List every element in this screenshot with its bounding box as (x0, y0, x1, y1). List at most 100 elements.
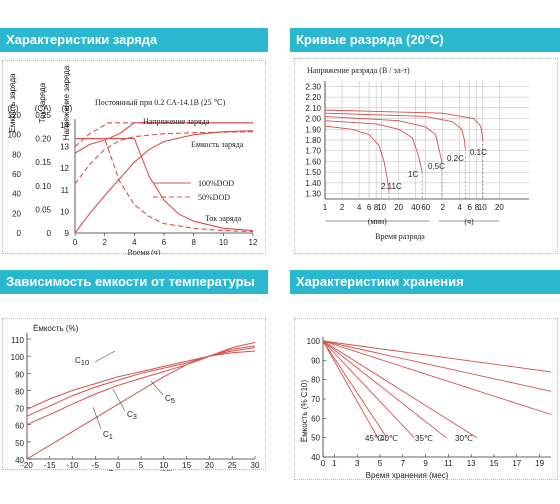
x-axis-title: Время разряда (375, 232, 425, 241)
series-line (74, 122, 253, 148)
discharge-chart: Напряжение разряда (В / эл-т) 2.30 2.20 2.1… (305, 66, 529, 241)
y-tick-label: 110 (11, 336, 24, 345)
current-tick: 0.10 (35, 182, 51, 191)
x-tick-label: 8 (374, 203, 379, 212)
y-tick-label: 1.90 (305, 125, 321, 134)
annotation-current: Ток заряда (205, 214, 242, 223)
charge-chart-panel: Емкость заряда (C) Ток заряда (CA) Напряжени… (2, 60, 266, 255)
storage-line (322, 340, 447, 439)
storage-line (322, 340, 552, 415)
legend-label: 50%DOD (198, 193, 230, 202)
storage-line (322, 340, 552, 373)
x-tick-label: 10 (377, 203, 386, 212)
storage-line (322, 340, 552, 392)
y-tick-label: 70 (311, 395, 320, 404)
annotation-capacity: Емкость заряда (191, 140, 244, 149)
header-storage: Характеристики хранения (290, 270, 560, 294)
curve-label: 35℃ (415, 434, 433, 443)
y-tick-label: 2.10 (305, 104, 321, 113)
legend-label: 100%DOD (198, 179, 234, 188)
storage-line (322, 340, 388, 438)
y-tick-label: 2.20 (305, 93, 321, 102)
temperature-curve (26, 345, 256, 426)
current-tick: 0.15 (35, 158, 51, 167)
storage-line (322, 340, 478, 439)
discharge-curve (324, 112, 466, 149)
x-axis-title: Время хранения (мес) (366, 471, 449, 480)
axis-label-2: Напряжение заряда (62, 65, 71, 140)
y-tick-label: 1.80 (305, 136, 321, 145)
x-tick-label: 2 (102, 238, 107, 247)
temperature-curve (26, 350, 256, 410)
y-tick-label: 60 (311, 414, 320, 423)
curve-label: 0.2C (447, 154, 464, 163)
x-tick-label: 2 (440, 203, 445, 212)
x-axis-title: Температура (℃) (109, 469, 174, 471)
capacity-tick: 40 (12, 190, 21, 199)
x-tick-label: 1 (332, 459, 337, 468)
storage-chart-panel: Ёмкость (% С10) 100 90 80 70 60 50 40 0 1 3 5 7 9 11 13… (294, 318, 558, 480)
axis-unit-0: (C) (7, 104, 18, 113)
y-tick-label: 40 (15, 456, 24, 465)
curve-label: 2.11C (381, 182, 402, 191)
x-tick-label: 1 (323, 203, 328, 212)
curve-label: C1 (103, 430, 113, 441)
voltage-tick: 14 (60, 121, 69, 130)
x-tick-label: 8 (191, 238, 196, 247)
y-tick-label: 80 (15, 387, 24, 396)
header-charge: Характеристики заряда (0, 28, 268, 52)
y-tick-label: 70 (15, 405, 24, 414)
x-tick-label: 3 (355, 459, 360, 468)
y-tick-label: 100 (307, 337, 321, 346)
capacity-tick: 0 (17, 229, 22, 238)
x-tick-label: 15 (490, 459, 499, 468)
curve-label: 1C (408, 170, 418, 179)
x-tick-label: 10 (159, 461, 168, 470)
x-tick-label: 4 (458, 203, 463, 212)
x-tick-label: -20 (21, 461, 33, 470)
x-tick-label: 17 (512, 459, 521, 468)
current-tick: 0.05 (35, 205, 51, 214)
x-tick-label: 20 (394, 203, 403, 212)
x-tick-label: 5 (139, 461, 144, 470)
y-tick-label: 1.30 (305, 190, 321, 199)
y-tick-label: 2.30 (305, 82, 321, 91)
curve-label: 0.1C (470, 148, 487, 157)
chart-title: Постоянный при 0.2 СА-14.1В (25 ℃) (95, 98, 226, 107)
x-tick-label: 9 (423, 459, 428, 468)
x-tick-label: 0 (321, 459, 326, 468)
curve-leader (112, 388, 126, 412)
x-tick-label: 19 (535, 459, 544, 468)
y-axis-title: Ёмкость (% С10) (300, 380, 309, 443)
y-tick-label: 1.40 (305, 179, 321, 188)
curve-label: C10 (75, 356, 89, 367)
x-tick-label: 20 (495, 203, 504, 212)
voltage-tick: 10 (60, 207, 69, 216)
minutes-unit: (мин) (368, 217, 387, 226)
x-tick-label: 6 (162, 238, 167, 247)
curve-label: 30℃ (455, 434, 473, 443)
x-tick-label: 0 (73, 238, 78, 247)
current-tick: 0.25 (35, 111, 51, 120)
series-line (75, 138, 254, 232)
discharge-curve (324, 115, 443, 162)
x-tick-label: 30 (251, 461, 260, 470)
x-tick-label: 4 (132, 238, 137, 247)
axis-label-1: Ток заряда (38, 82, 47, 123)
hours-unit: (ч) (464, 217, 474, 226)
curve-label: C5 (165, 394, 175, 405)
x-tick-label: 20 (205, 461, 214, 470)
header-temperature: Зависимость емкости от температуры (0, 270, 268, 294)
y-tick-label: 40 (311, 453, 320, 462)
storage-line (322, 340, 379, 438)
capacity-tick: 20 (12, 209, 21, 218)
y-tick-label: 80 (311, 376, 320, 385)
x-axis-title: Время (ч) (128, 248, 161, 255)
y-tick-label: 90 (311, 356, 320, 365)
series-line (74, 130, 254, 234)
axis-unit-2: (V) (62, 104, 73, 113)
x-tick-label: 0 (116, 461, 121, 470)
x-tick-label: 13 (467, 459, 476, 468)
charge-chart: Емкость заряда(C) Ток заряда(CA) Напряжени… (7, 65, 258, 255)
